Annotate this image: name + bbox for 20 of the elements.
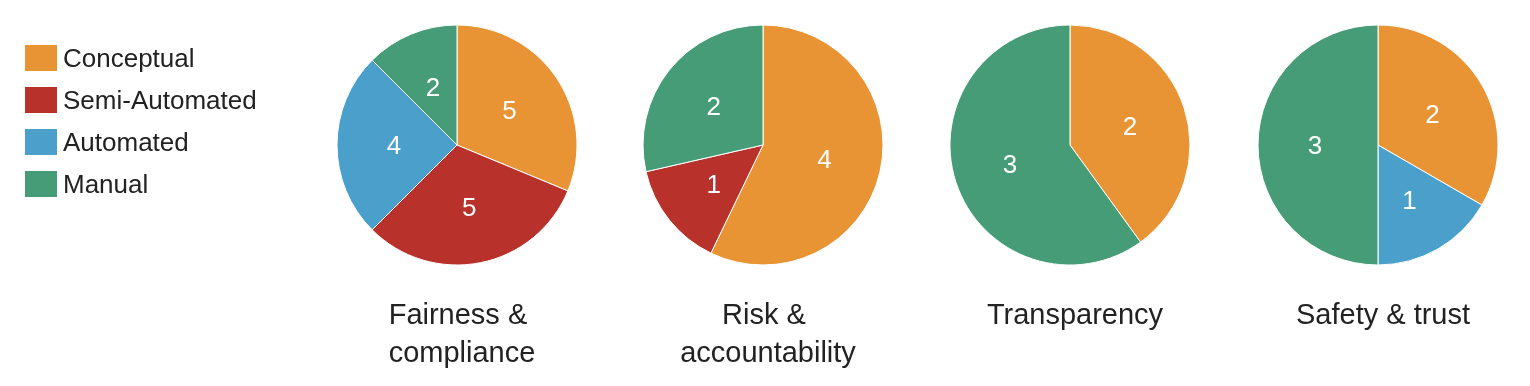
data-label: 2 — [1425, 98, 1440, 129]
text: Safety & trust — [1295, 298, 1471, 330]
text: Risk & accountability — [680, 298, 857, 368]
data-label: 5 — [502, 95, 517, 125]
data-label: 3 — [1002, 149, 1018, 180]
data-label: 2 — [1122, 110, 1138, 141]
text: Fairness & compliance — [388, 298, 536, 368]
data-label: 2 — [425, 71, 441, 102]
data-label: 3 — [1307, 130, 1323, 160]
data-label: 5 — [462, 191, 477, 222]
data-label: 4 — [817, 144, 832, 175]
data-label: 1 — [706, 169, 721, 200]
legend-label: Semi-Automated — [63, 85, 257, 115]
data-label: 2 — [706, 90, 721, 121]
legend-label: Manual — [63, 169, 149, 199]
text: Transparency — [986, 298, 1164, 330]
legend-label: Conceptual — [63, 43, 195, 73]
data-label: 1 — [1402, 184, 1417, 215]
legend-label: Automated — [63, 127, 189, 157]
data-label: 4 — [386, 130, 402, 160]
